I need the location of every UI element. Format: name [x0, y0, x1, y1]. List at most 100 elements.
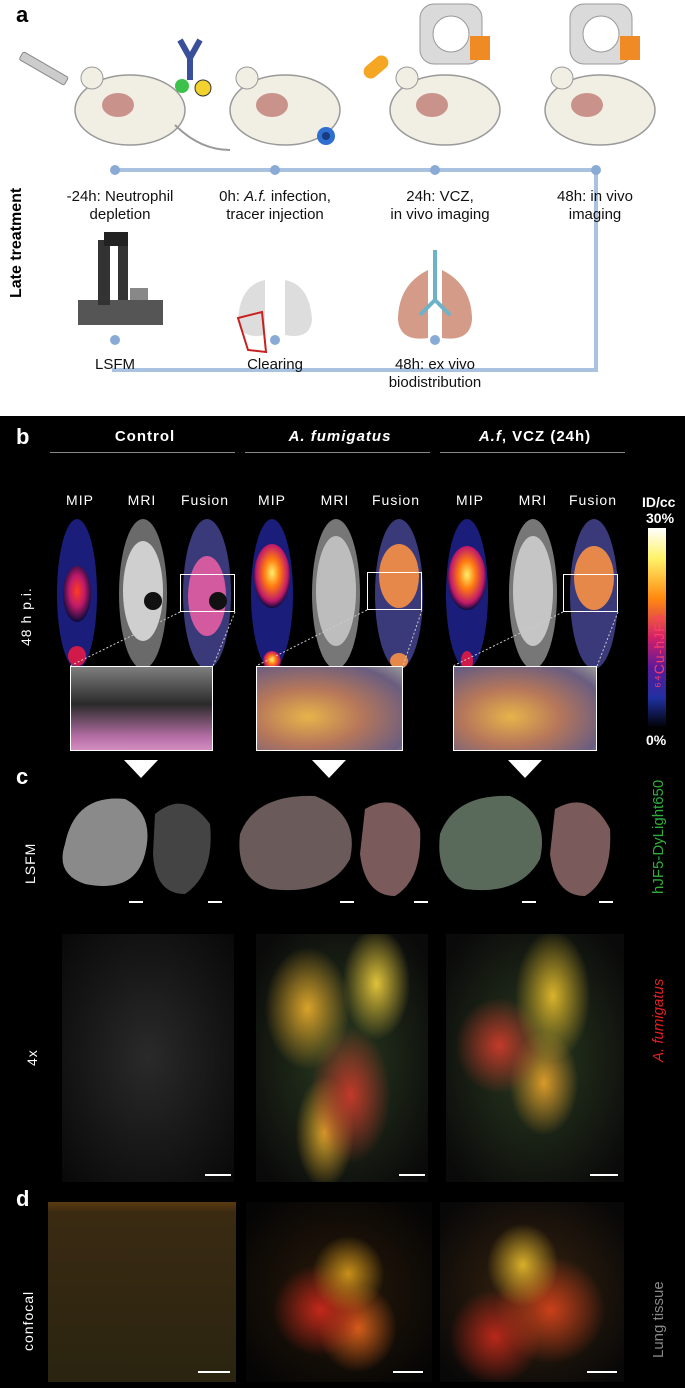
row-label-lsfm: LSFM [22, 842, 38, 884]
colorbar-max: 30% [646, 510, 675, 526]
mip-image-afumigatus [251, 519, 293, 671]
zoom-inset-afumigatus [256, 666, 403, 751]
zoom-inset-control [70, 666, 213, 751]
step-line1: 0h: A.f. infection, [219, 188, 331, 205]
scale-bar [340, 901, 354, 903]
step-line1: 24h: VCZ, [406, 188, 474, 205]
scale-bar [599, 901, 613, 903]
mouse-icon [389, 66, 501, 146]
lsfm-renderings [62, 795, 611, 896]
timeline-node [430, 165, 440, 175]
scale-bar [587, 1371, 617, 1373]
image-4x-vcz [446, 934, 624, 1182]
down-arrow-icon [312, 760, 346, 778]
timeline-diagram [19, 3, 656, 372]
step-line1: 48h: ex vivo [394, 356, 476, 373]
col-mip: MIP [258, 492, 286, 508]
colorbar-min: 0% [646, 732, 667, 748]
mouse-icon [74, 66, 231, 151]
row-label-confocal: confocal [20, 1290, 36, 1351]
scale-bar [393, 1371, 423, 1373]
colorbar-tracer-label: ⁶⁴Cu-hJF5 [651, 613, 667, 688]
zoom-region-box [367, 572, 422, 610]
step-line2: tracer injection [226, 206, 324, 223]
confocal-image-vcz [440, 1202, 624, 1382]
col-mip: MIP [456, 492, 484, 508]
label-afumigatus: A. fumigatus [650, 978, 667, 1062]
row-label-4x: 4x [24, 1049, 40, 1066]
pill-icon [363, 55, 389, 79]
lungs-icon [398, 250, 472, 339]
label-hjf5-dylight: hJF5-DyLight650 [650, 779, 667, 894]
confocal-image-control [48, 1202, 236, 1382]
down-arrow-icon [508, 760, 542, 778]
fusion-image-afumigatus [375, 519, 423, 669]
mouse-icon [544, 66, 656, 146]
col-mip: MIP [66, 492, 94, 508]
zoom-region-box [563, 574, 618, 612]
image-4x-control [62, 934, 234, 1182]
step-line1: 48h: in vivo [557, 188, 633, 205]
step-lsfm: LSFM [94, 356, 135, 373]
col-mri: MRI [518, 492, 548, 508]
col-fusion: Fusion [180, 492, 230, 508]
step-line2: in vivo imaging [390, 206, 490, 223]
fusion-image-vcz [570, 519, 618, 669]
mip-image-control [57, 519, 97, 669]
step-neutrophil-depletion: -24h: Neutrophil depletion [50, 188, 190, 224]
label-lung-tissue: Lung tissue [650, 1281, 667, 1358]
step-biodistribution: 48h: ex vivo biodistribution [370, 356, 500, 392]
col-mri: MRI [320, 492, 350, 508]
scanner-icon [569, 3, 640, 65]
mri-image-control [119, 519, 167, 669]
step-line2: imaging [568, 206, 622, 223]
scale-bar [205, 1174, 231, 1176]
lsfm-lung-afumigatus [239, 795, 421, 896]
confocal-image-afumigatus [246, 1202, 432, 1382]
mri-image-vcz [509, 519, 557, 669]
scale-bar [208, 901, 222, 903]
timeline-node [110, 165, 120, 175]
timeline-node [110, 335, 120, 345]
scale-bar [129, 901, 143, 903]
panel-letter-a: a [16, 2, 29, 27]
panel-a: a Late treatment [0, 0, 685, 416]
divider [245, 452, 430, 453]
divider [440, 452, 625, 453]
step-vcz: 24h: VCZ, in vivo imaging [370, 188, 510, 224]
down-arrow-icon [124, 760, 158, 778]
timeline-node [430, 335, 440, 345]
scale-bar [522, 901, 536, 903]
colorbar-unit: ID/cc [642, 494, 676, 510]
divider [50, 452, 235, 453]
col-fusion: Fusion [568, 492, 618, 508]
timeline-node [591, 165, 601, 175]
lsfm-lung-control [62, 798, 211, 894]
step-infection: 0h: A.f. infection, tracer injection [200, 188, 350, 224]
step-48h-imaging: 48h: in vivo imaging [530, 188, 660, 224]
col-mri: MRI [127, 492, 157, 508]
timeline-path [112, 168, 598, 372]
panel-letter-c: c [16, 764, 29, 789]
zoom-connectors [69, 609, 619, 667]
fusion-image-control [183, 519, 231, 669]
scanner-icon [419, 3, 490, 65]
image-4x-afumigatus [256, 934, 428, 1182]
col-fusion: Fusion [371, 492, 421, 508]
microscope-icon [78, 232, 163, 325]
panel-letter-d: d [16, 1186, 30, 1211]
scale-bar [590, 1174, 618, 1176]
lsfm-lung-vcz [439, 795, 611, 896]
panel-bcd: b Control A. fumigatus A.f, VCZ (24h) MI… [0, 416, 685, 1388]
scale-bar [198, 1371, 230, 1373]
timeline-node [270, 165, 280, 175]
antibody-icon [175, 38, 212, 97]
scale-bar [399, 1174, 425, 1176]
colorbar [648, 528, 666, 728]
step-line1: -24h: Neutrophil [66, 188, 174, 205]
mouse-icon [229, 66, 341, 146]
arrows [124, 760, 542, 778]
group-title-vcz: A.f, VCZ (24h) [478, 428, 592, 445]
panel-letter-b: b [16, 424, 30, 449]
fungus-icon [317, 127, 335, 145]
